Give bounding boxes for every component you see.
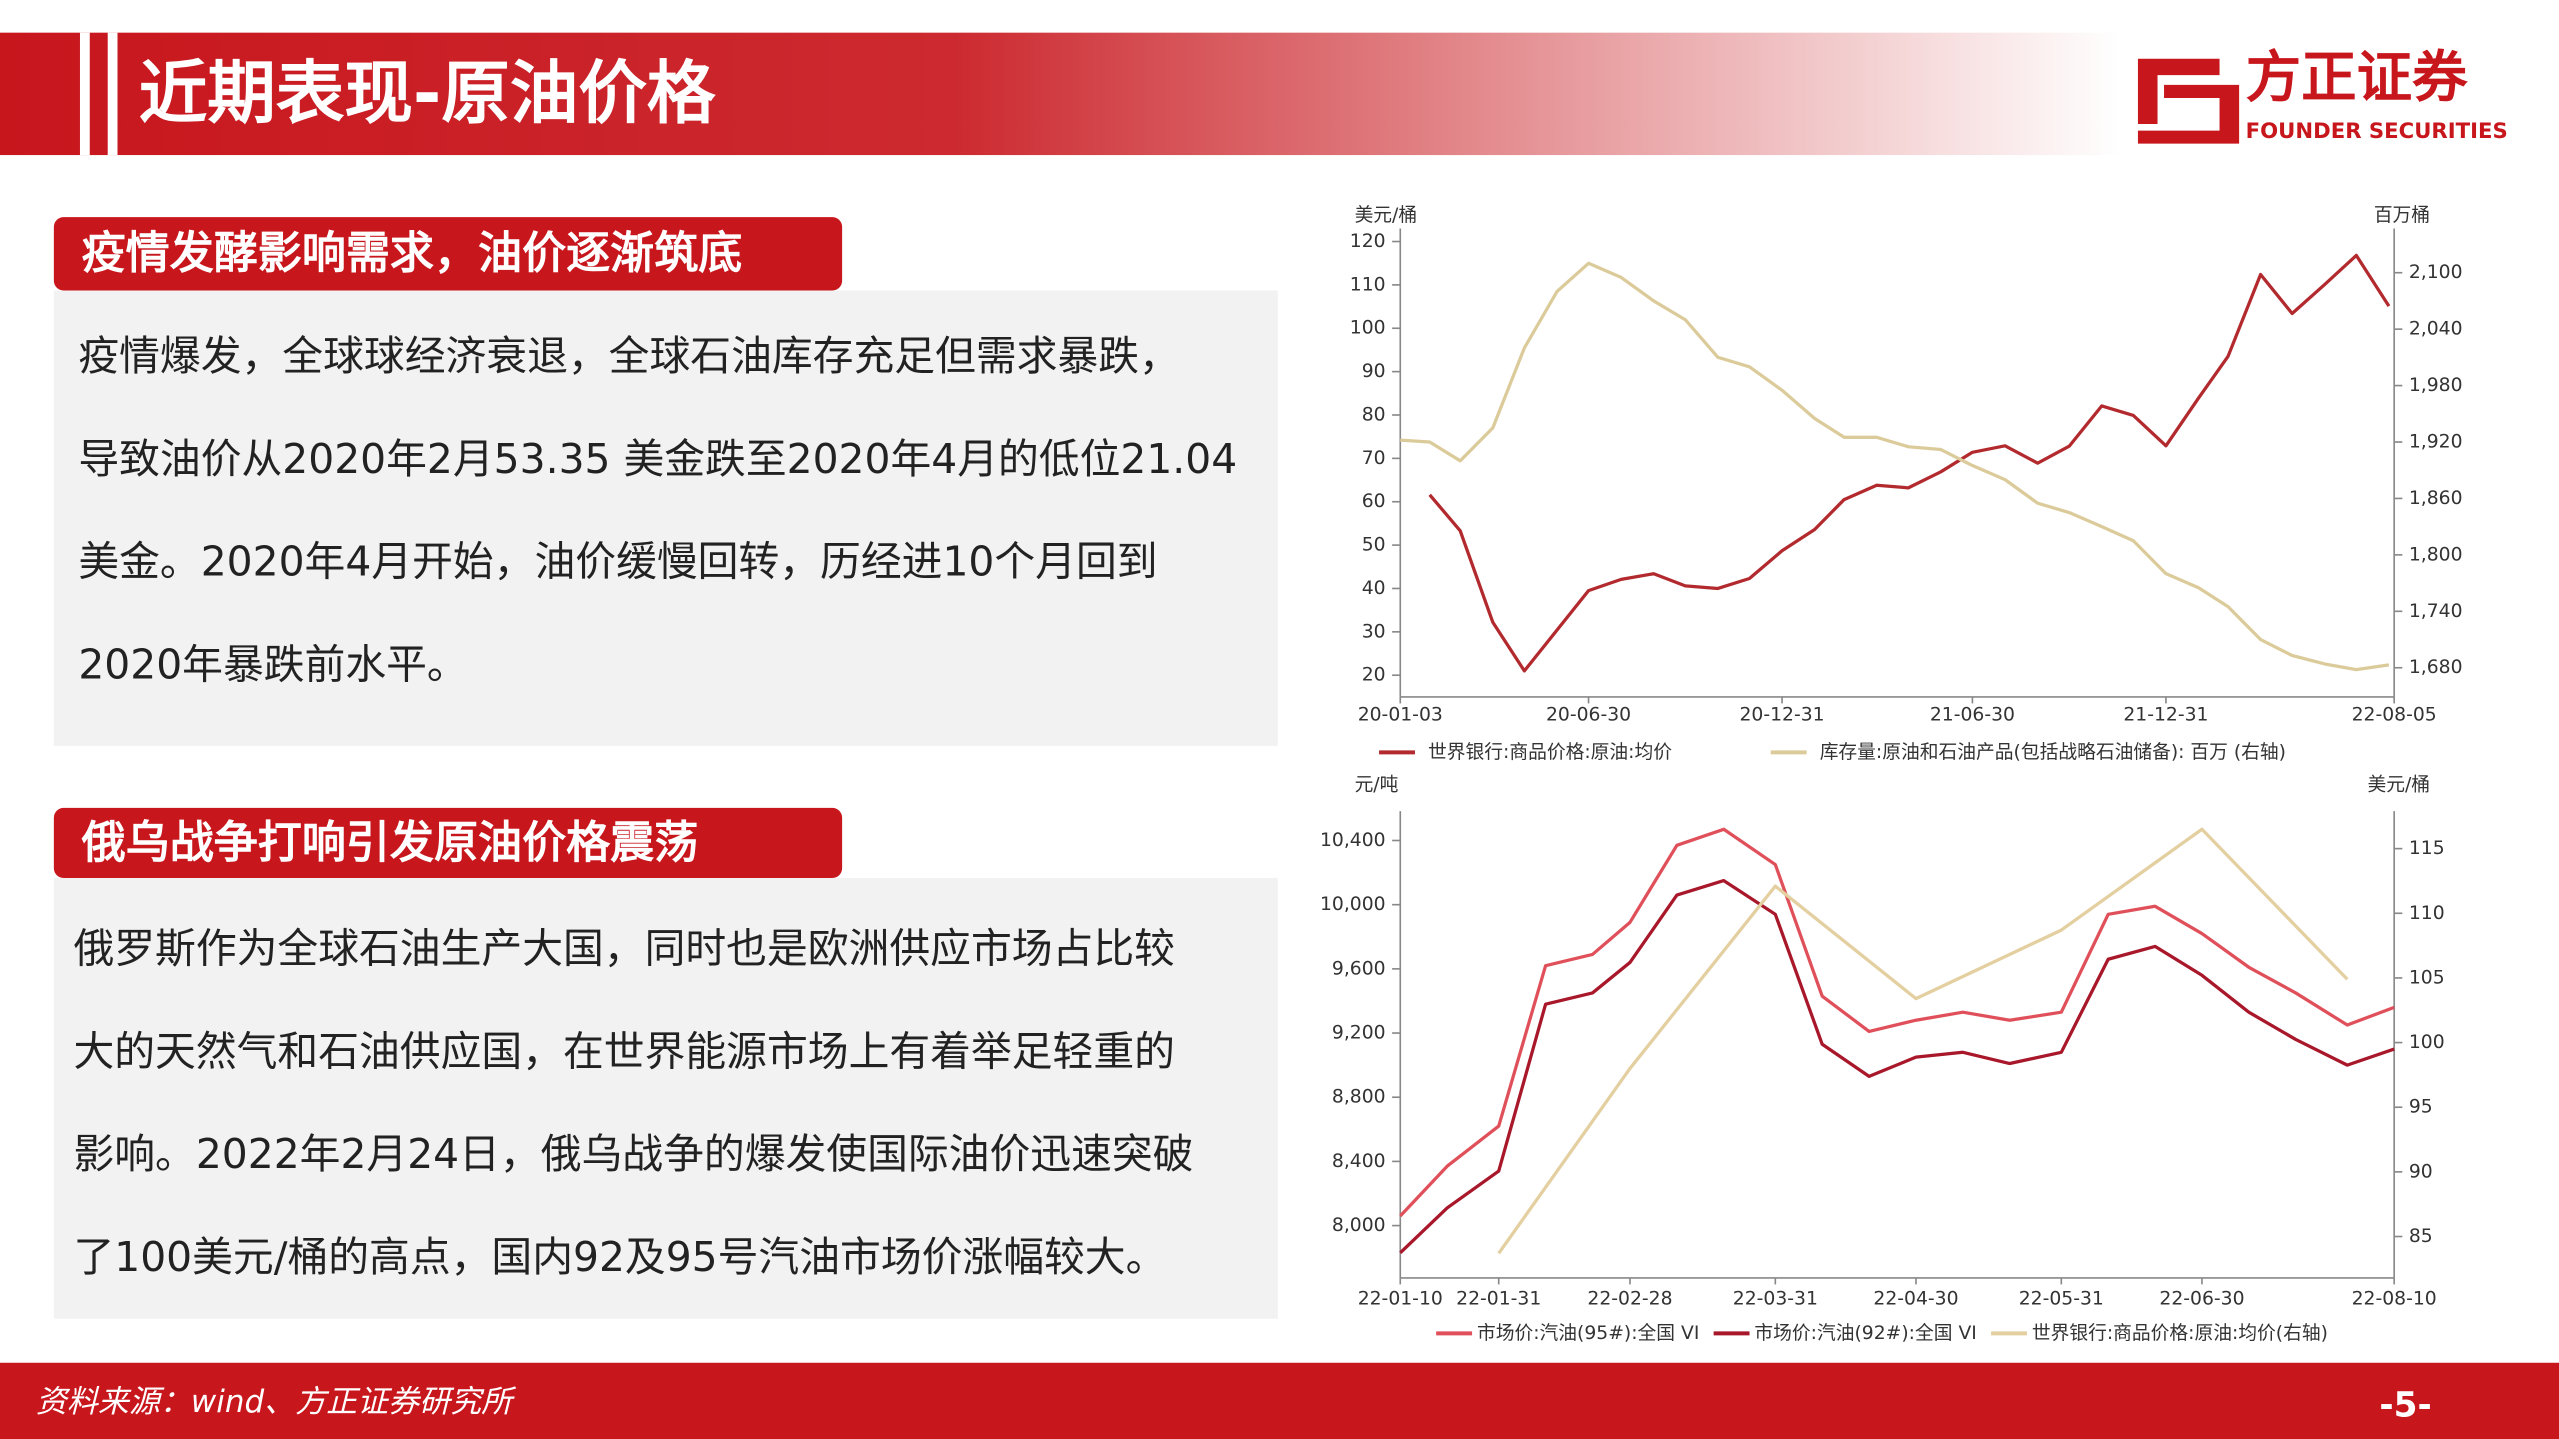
y-tick-label: 8,800 (1332, 1087, 1386, 1108)
y-tick-label: 1,860 (2409, 488, 2463, 509)
data-line (1399, 827, 2395, 1218)
y-tick-label: 105 (2409, 967, 2445, 988)
x-tick-label: 21-12-31 (2123, 704, 2208, 725)
x-tick-label: 20-06-30 (1546, 704, 1631, 725)
logo-text: 方正证券 (2246, 47, 2468, 111)
x-tick-label: 22-01-10 (1358, 1289, 1443, 1310)
y-tick-label: 1,800 (2409, 544, 2463, 565)
y-tick-label: 50 (1362, 535, 1386, 556)
x-tick-label: 22-01-31 (1456, 1289, 1541, 1310)
y-tick-label: 10,400 (1320, 830, 1386, 851)
legend-label: 世界银行:商品价格:原油:均价 (1428, 741, 1672, 763)
header-stripe (79, 32, 90, 156)
footer-bar (0, 1362, 2559, 1439)
y-tick-label: 1,980 (2409, 375, 2463, 396)
paragraph-line: 导致油价从2020年2月53.35 美金跌至2020年4月的低位21.04 (78, 435, 1237, 483)
y-tick-label: 2,040 (2409, 319, 2463, 340)
charts: 美元/桶 百万桶 20 30 40 50 60 70 80 90 100 110 120 1,680 1,7… (1320, 204, 2463, 1344)
y-tick-label: 100 (2409, 1032, 2445, 1053)
section-heading: 俄乌战争打响引发原油价格震荡 (81, 817, 699, 868)
y-tick-label: 90 (2409, 1161, 2433, 1182)
y2-axis-unit: 百万桶 (2374, 204, 2430, 226)
paragraph-line: 俄罗斯作为全球石油生产大国，同时也是欧洲供应市场占比较 (73, 924, 1175, 972)
paragraph-line: 影响。2022年2月24日，俄乌战争的爆发使国际油价迅速突破 (73, 1130, 1193, 1178)
y-tick-label: 20 (1362, 665, 1386, 686)
data-line (1399, 878, 2395, 1255)
y-tick-label: 40 (1362, 578, 1386, 599)
x-tick-label: 22-02-28 (1587, 1289, 1672, 1310)
paragraph-line: 2020年暴跌前水平。 (78, 641, 467, 689)
y-tick-label: 110 (2409, 903, 2445, 924)
y-tick-label: 100 (1350, 318, 1386, 339)
x-tick-label: 22-04-30 (1873, 1289, 1958, 1310)
page-number: -5- (2379, 1385, 2431, 1425)
paragraph-line: 大的天然气和石油供应国，在世界能源市场上有着举足轻重的 (73, 1027, 1175, 1075)
y-tick-label: 8,000 (1332, 1215, 1386, 1236)
y-tick-label: 9,600 (1332, 958, 1386, 979)
legend-label: 市场价:汽油(92#):全国 VI (1754, 1322, 1976, 1344)
x-tick-label: 22-08-05 (2352, 704, 2437, 725)
y-tick-label: 85 (2409, 1226, 2433, 1247)
text-box (53, 290, 1278, 746)
legend-label: 市场价:汽油(95#):全国 VI (1477, 1322, 1699, 1344)
section-heading-box (53, 807, 843, 879)
header-stripe (107, 32, 118, 156)
y-tick-label: 2,100 (2409, 262, 2463, 283)
chart: 美元/桶 百万桶 20 30 40 50 60 70 80 90 100 110 120 1,680 1,7… (1350, 204, 2463, 763)
x-tick-label: 20-01-03 (1358, 704, 1443, 725)
logo: 方正证券 FOUNDER SECURITIES (2137, 47, 2508, 144)
source-note: 资料来源：wind、方正证券研究所 (36, 1384, 517, 1420)
x-tick-label: 22-03-31 (1733, 1289, 1818, 1310)
y-tick-label: 70 (1362, 448, 1386, 469)
header-bar (0, 32, 2122, 156)
paragraphs: 疫情爆发，全球球经济衰退，全球石油库存充足但需求暴跌， 导致油价从2020年2月5… (73, 332, 1237, 1281)
y-tick-label: 90 (1362, 361, 1386, 382)
paragraph-line: 美金。2020年4月开始，油价缓慢回转，历经进10个月回到 (78, 538, 1157, 586)
x-tick-label: 22-06-30 (2159, 1289, 2244, 1310)
y-tick-label: 8,400 (1332, 1151, 1386, 1172)
data-line (1497, 827, 2349, 1255)
legend-label: 库存量:原油和石油产品(包括战略石油储备): 百万 (右轴) (1820, 741, 2286, 763)
y-tick-label: 110 (1350, 274, 1386, 295)
y-tick-label: 95 (2409, 1097, 2433, 1118)
y-tick-label: 1,740 (2409, 601, 2463, 622)
y-tick-label: 115 (2409, 838, 2445, 859)
text-box (53, 878, 1278, 1319)
page-title: 近期表现-原油价格 (139, 54, 716, 134)
y-tick-label: 120 (1350, 231, 1386, 252)
paragraph-line: 了100美元/桶的高点，国内92及95号汽油市场价涨幅较大。 (73, 1233, 1166, 1281)
y-axis-unit: 元/吨 (1355, 774, 1399, 796)
y-tick-label: 1,680 (2409, 657, 2463, 678)
y-axis-unit: 美元/桶 (1355, 204, 1418, 226)
y-tick-label: 60 (1362, 491, 1386, 512)
x-tick-label: 20-12-31 (1739, 704, 1824, 725)
data-line (1428, 253, 2391, 673)
section-heading-box (53, 217, 843, 291)
logo-icon (2137, 58, 2240, 144)
x-tick-label: 22-08-10 (2352, 1289, 2437, 1310)
y-tick-label: 9,200 (1332, 1023, 1386, 1044)
y-tick-label: 80 (1362, 404, 1386, 425)
y-tick-label: 1,920 (2409, 432, 2463, 453)
y-tick-label: 30 (1362, 621, 1386, 642)
section-heading: 疫情发酵影响需求，油价逐渐筑底 (82, 228, 743, 279)
chart: 元/吨 美元/桶 8,000 8,400 8,800 9,200 9,600 10,000 10… (1320, 774, 2445, 1344)
y-tick-label: 10,000 (1320, 894, 1386, 915)
x-tick-label: 22-05-31 (2019, 1289, 2104, 1310)
paragraph-line: 疫情爆发，全球球经济衰退，全球石油库存充足但需求暴跌， (78, 332, 1180, 380)
legend-label: 世界银行:商品价格:原油:均价(右轴) (2032, 1322, 2328, 1344)
logo-en: FOUNDER SECURITIES (2246, 119, 2508, 144)
x-tick-label: 21-06-30 (1930, 704, 2015, 725)
y2-axis-unit: 美元/桶 (2367, 774, 2430, 796)
data-line (1400, 261, 2390, 672)
